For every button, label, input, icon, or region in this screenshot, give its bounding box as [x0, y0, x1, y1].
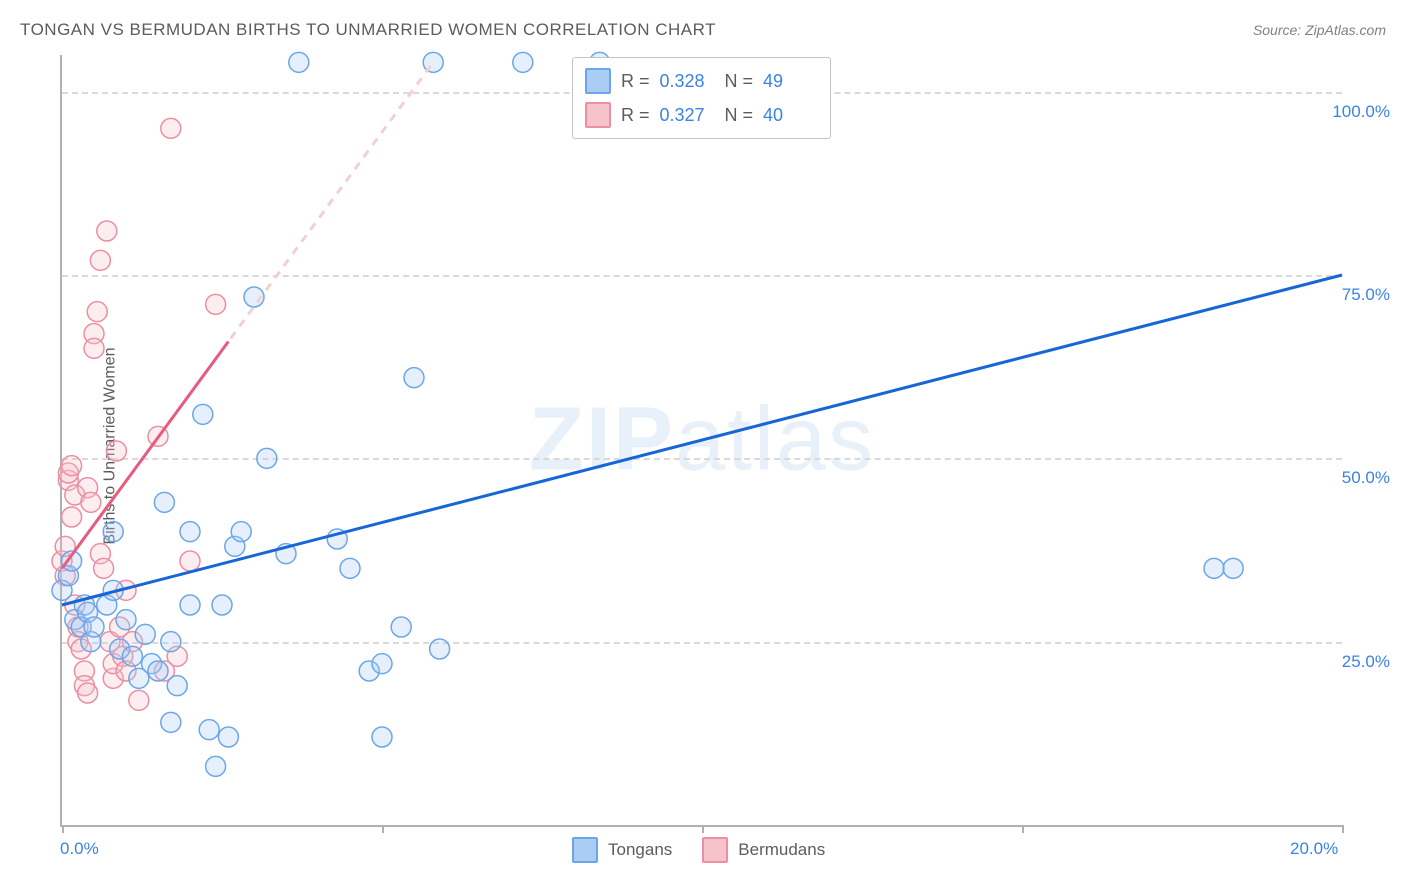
y-tick-label: 50.0%	[1342, 468, 1390, 488]
n-value-bermudans: 40	[763, 105, 818, 126]
data-point-tongans	[404, 368, 424, 388]
r-value-tongans: 0.328	[660, 71, 715, 92]
data-point-tongans	[154, 492, 174, 512]
data-point-tongans	[513, 52, 533, 72]
x-tick	[702, 825, 704, 833]
x-tick	[1022, 825, 1024, 833]
x-tick	[382, 825, 384, 833]
data-point-tongans	[180, 522, 200, 542]
data-point-bermudans	[90, 250, 110, 270]
legend-stats: R = 0.328 N = 49 R = 0.327 N = 40	[572, 57, 831, 139]
data-point-bermudans	[180, 551, 200, 571]
r-value-bermudans: 0.327	[660, 105, 715, 126]
data-point-tongans	[161, 712, 181, 732]
data-point-bermudans	[161, 118, 181, 138]
data-point-bermudans	[78, 683, 98, 703]
data-point-bermudans	[84, 338, 104, 358]
data-point-tongans	[1204, 558, 1224, 578]
n-label: N =	[725, 71, 754, 92]
data-point-tongans	[257, 448, 277, 468]
chart-title: TONGAN VS BERMUDAN BIRTHS TO UNMARRIED W…	[20, 20, 716, 40]
data-point-tongans	[161, 632, 181, 652]
data-point-tongans	[340, 558, 360, 578]
x-tick	[1342, 825, 1344, 833]
data-point-tongans	[103, 522, 123, 542]
legend-label-tongans: Tongans	[608, 840, 672, 860]
data-point-tongans	[1223, 558, 1243, 578]
data-point-tongans	[148, 661, 168, 681]
data-point-tongans	[180, 595, 200, 615]
legend-stats-row-bermudans: R = 0.327 N = 40	[585, 98, 818, 132]
swatch-bermudans	[702, 837, 728, 863]
data-point-tongans	[199, 720, 219, 740]
data-point-tongans	[193, 404, 213, 424]
plot-svg	[62, 55, 1342, 825]
n-value-tongans: 49	[763, 71, 818, 92]
data-point-tongans	[212, 595, 232, 615]
swatch-tongans	[572, 837, 598, 863]
data-point-tongans	[206, 756, 226, 776]
n-label: N =	[725, 105, 754, 126]
data-point-tongans	[372, 727, 392, 747]
x-tick-label: 20.0%	[1290, 839, 1338, 859]
data-point-bermudans	[97, 221, 117, 241]
data-point-tongans	[391, 617, 411, 637]
x-tick-label: 0.0%	[60, 839, 99, 859]
legend-item-tongans: Tongans	[572, 837, 672, 863]
swatch-bermudans	[585, 102, 611, 128]
data-point-bermudans	[206, 294, 226, 314]
data-point-tongans	[231, 522, 251, 542]
trend-line-tongans	[62, 275, 1342, 605]
plot-area: ZIPatlas R = 0.328 N = 49 R = 0.327 N = …	[60, 55, 1342, 827]
r-label: R =	[621, 71, 650, 92]
legend-label-bermudans: Bermudans	[738, 840, 825, 860]
x-tick	[62, 825, 64, 833]
data-point-tongans	[218, 727, 238, 747]
legend-stats-row-tongans: R = 0.328 N = 49	[585, 64, 818, 98]
data-point-tongans	[430, 639, 450, 659]
data-point-bermudans	[62, 456, 82, 476]
data-point-tongans	[84, 617, 104, 637]
data-point-tongans	[372, 654, 392, 674]
data-point-bermudans	[62, 507, 82, 527]
y-tick-label: 25.0%	[1342, 652, 1390, 672]
data-point-bermudans	[94, 558, 114, 578]
data-point-bermudans	[87, 302, 107, 322]
y-tick-label: 100.0%	[1332, 102, 1390, 122]
source-prefix: Source:	[1253, 22, 1305, 38]
data-point-bermudans	[129, 690, 149, 710]
data-point-bermudans	[81, 492, 101, 512]
source-attribution: Source: ZipAtlas.com	[1253, 22, 1386, 38]
swatch-tongans	[585, 68, 611, 94]
data-point-tongans	[289, 52, 309, 72]
data-point-tongans	[135, 624, 155, 644]
data-point-tongans	[122, 646, 142, 666]
data-point-tongans	[167, 676, 187, 696]
data-point-tongans	[116, 610, 136, 630]
legend-series: Tongans Bermudans	[572, 837, 825, 863]
trend-line-bermudans	[62, 342, 228, 569]
y-tick-label: 75.0%	[1342, 285, 1390, 305]
r-label: R =	[621, 105, 650, 126]
legend-item-bermudans: Bermudans	[702, 837, 825, 863]
source-name: ZipAtlas.com	[1305, 22, 1386, 38]
data-point-bermudans	[106, 441, 126, 461]
